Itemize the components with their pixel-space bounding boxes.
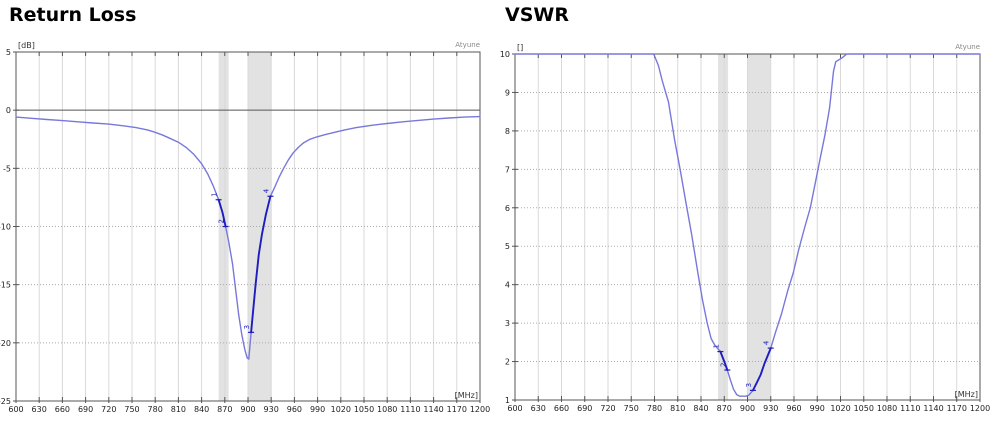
svg-text:[]: []	[517, 43, 523, 52]
svg-text:6: 6	[505, 204, 510, 213]
svg-text:3: 3	[745, 383, 753, 387]
svg-text:3: 3	[243, 325, 251, 329]
return-loss-title: Return Loss	[9, 4, 137, 26]
svg-text:1110: 1110	[900, 404, 920, 413]
svg-text:1020: 1020	[331, 405, 351, 414]
svg-text:840: 840	[693, 404, 708, 413]
svg-text:690: 690	[577, 404, 592, 413]
svg-text:690: 690	[78, 405, 93, 414]
svg-text:900: 900	[240, 405, 255, 414]
svg-text:780: 780	[148, 405, 163, 414]
svg-text:1140: 1140	[423, 405, 443, 414]
svg-text:1: 1	[712, 344, 720, 348]
svg-text:840: 840	[194, 405, 209, 414]
svg-text:1170: 1170	[947, 404, 967, 413]
svg-text:-15: -15	[0, 281, 11, 290]
svg-text:870: 870	[717, 404, 732, 413]
svg-text:1: 1	[211, 192, 219, 196]
svg-text:930: 930	[763, 404, 778, 413]
svg-text:1080: 1080	[877, 404, 897, 413]
vswr-title: VSWR	[505, 4, 569, 26]
svg-text:870: 870	[217, 405, 232, 414]
svg-text:[MHz]: [MHz]	[955, 390, 978, 399]
svg-text:810: 810	[670, 404, 685, 413]
svg-text:2: 2	[218, 219, 226, 223]
svg-text:3: 3	[505, 319, 510, 328]
svg-text:630: 630	[531, 404, 546, 413]
svg-text:-10: -10	[0, 223, 11, 232]
svg-text:960: 960	[786, 404, 801, 413]
svg-text:-5: -5	[3, 164, 11, 173]
svg-text:660: 660	[554, 404, 569, 413]
svg-text:5: 5	[505, 242, 510, 251]
svg-text:10: 10	[500, 50, 510, 59]
svg-text:2: 2	[719, 363, 727, 367]
svg-text:1140: 1140	[923, 404, 943, 413]
svg-text:600: 600	[507, 404, 522, 413]
return-loss-plot: 1 2 3 4 600 630 660 690 720 750 780 810 840 870 900 930…	[0, 41, 490, 414]
svg-text:Atyune: Atyune	[455, 41, 480, 49]
svg-text:1110: 1110	[400, 405, 420, 414]
svg-text:930: 930	[264, 405, 279, 414]
svg-text:-25: -25	[0, 397, 11, 406]
svg-text:[dB]: [dB]	[18, 41, 35, 50]
svg-text:750: 750	[124, 405, 139, 414]
svg-text:1170: 1170	[447, 405, 467, 414]
svg-text:2: 2	[505, 358, 510, 367]
svg-text:[MHz]: [MHz]	[455, 391, 478, 400]
svg-text:5: 5	[6, 48, 11, 57]
svg-text:780: 780	[647, 404, 662, 413]
svg-text:990: 990	[810, 404, 825, 413]
svg-text:1200: 1200	[970, 404, 990, 413]
return-loss-panel: Return Loss 1 2 3 4 600 630 660 690 720 750 780 810…	[0, 4, 490, 414]
svg-text:660: 660	[55, 405, 70, 414]
svg-text:8: 8	[505, 127, 510, 136]
svg-text:720: 720	[101, 405, 116, 414]
svg-text:960: 960	[287, 405, 302, 414]
svg-text:990: 990	[310, 405, 325, 414]
svg-text:4: 4	[262, 188, 270, 193]
svg-text:-20: -20	[0, 339, 11, 348]
svg-text:720: 720	[600, 404, 615, 413]
svg-text:7: 7	[505, 165, 510, 174]
svg-text:1050: 1050	[854, 404, 874, 413]
svg-text:1080: 1080	[377, 405, 397, 414]
svg-text:630: 630	[32, 405, 47, 414]
svg-text:900: 900	[740, 404, 755, 413]
svg-text:810: 810	[171, 405, 186, 414]
svg-text:Atyune: Atyune	[955, 43, 980, 51]
svg-text:1200: 1200	[470, 405, 490, 414]
svg-text:600: 600	[8, 405, 23, 414]
svg-text:1: 1	[505, 396, 510, 405]
svg-text:9: 9	[505, 88, 510, 97]
vswr-panel: VSWR 1 2 3 4 600 630 660 690 720 750 780 810 840 870 9…	[500, 0, 1000, 423]
svg-text:0: 0	[6, 106, 11, 115]
svg-text:4: 4	[763, 340, 771, 345]
svg-text:1020: 1020	[830, 404, 850, 413]
svg-text:750: 750	[624, 404, 639, 413]
svg-text:4: 4	[505, 281, 510, 290]
svg-text:1050: 1050	[354, 405, 374, 414]
